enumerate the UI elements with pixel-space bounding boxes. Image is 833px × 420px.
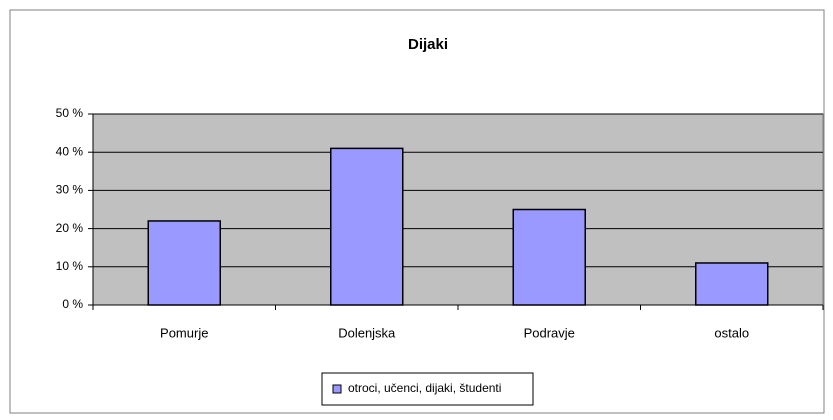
y-tick-label: 30 % (56, 183, 84, 197)
bar (512, 208, 586, 306)
x-tick-label: Dolenjska (338, 325, 396, 340)
bar (695, 262, 769, 306)
chart-title: Dijaki (408, 36, 448, 53)
y-tick-label: 10 % (56, 259, 84, 273)
x-tick-label: ostalo (714, 325, 749, 340)
legend-box (321, 372, 534, 406)
legend-swatch (332, 384, 342, 394)
y-tick-label: 40 % (56, 144, 84, 158)
bar (330, 147, 404, 306)
y-tick-label: 0 % (62, 297, 83, 311)
y-tick-label: 20 % (56, 221, 84, 235)
legend-label: otroci, učenci, dijaki, študenti (348, 381, 501, 395)
bar (147, 220, 221, 306)
x-tick-label: Pomurje (160, 325, 208, 340)
y-tick-label: 50 % (56, 106, 84, 120)
x-tick-label: Podravje (524, 325, 575, 340)
